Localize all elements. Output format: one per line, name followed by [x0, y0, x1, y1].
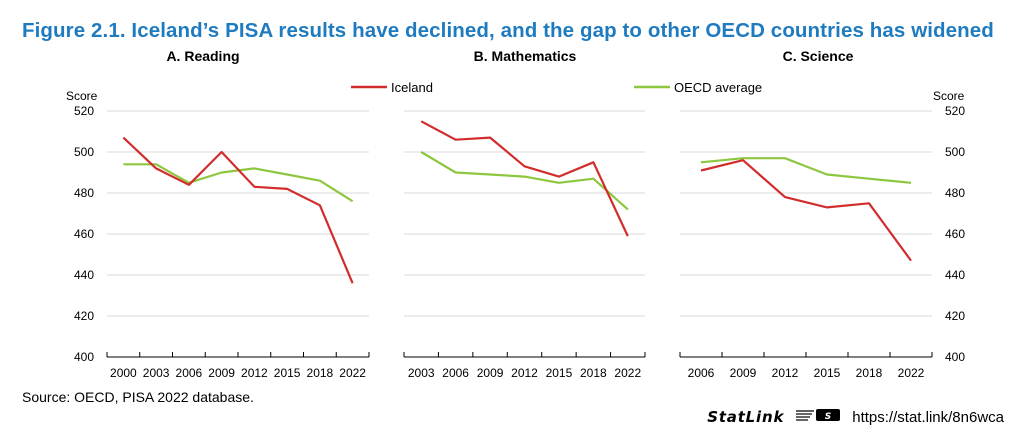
x-tick-label: 2006 [176, 366, 203, 380]
x-tick-label: 2012 [772, 366, 799, 380]
y-tick-label: 400 [74, 350, 94, 364]
statlink-brand: StatLink [707, 408, 785, 426]
y-axis-label: Score [66, 89, 98, 103]
y-tick-label: 520 [74, 104, 94, 118]
x-tick-label: 2015 [814, 366, 841, 380]
panel-title: C. Science [783, 48, 854, 64]
y-tick-label: 460 [74, 227, 94, 241]
series-line-oecd-average [420, 151, 629, 211]
svg-text:S: S [825, 412, 831, 422]
x-tick-label: 2006 [688, 366, 715, 380]
y-tick-label: 440 [945, 268, 965, 282]
x-tick-label: 2009 [208, 366, 235, 380]
statlink-url[interactable]: https://stat.link/8n6wca [852, 408, 1004, 426]
x-tick-label: 2009 [477, 366, 504, 380]
x-tick-label: 2009 [730, 366, 757, 380]
panel-title: B. Mathematics [474, 48, 577, 64]
statlink[interactable]: StatLink S https://stat.link/8n6wca [707, 408, 1004, 426]
y-tick-label: 480 [945, 186, 965, 200]
y-tick-label: 500 [945, 145, 965, 159]
x-tick-label: 2006 [442, 366, 469, 380]
y-tick-label: 420 [945, 309, 965, 323]
y-tick-label: 480 [74, 186, 94, 200]
x-tick-label: 2003 [143, 366, 170, 380]
x-tick-label: 2012 [511, 366, 538, 380]
x-tick-label: 2003 [408, 366, 435, 380]
x-tick-label: 2000 [110, 366, 137, 380]
figure-title: Figure 2.1. Iceland’s PISA results have … [22, 19, 994, 42]
y-axis-label: Score [933, 89, 965, 103]
y-tick-label: 420 [74, 309, 94, 323]
x-tick-label: 2018 [307, 366, 334, 380]
series-line-iceland [420, 120, 629, 237]
source-note: Source: OECD, PISA 2022 database. [22, 389, 254, 405]
y-tick-label: 500 [74, 145, 94, 159]
y-tick-label: 520 [945, 104, 965, 118]
series-line-iceland [700, 159, 912, 262]
y-tick-label: 460 [945, 227, 965, 241]
x-tick-label: 2018 [580, 366, 607, 380]
x-tick-label: 2018 [856, 366, 883, 380]
x-tick-label: 2022 [898, 366, 925, 380]
x-tick-label: 2022 [614, 366, 641, 380]
panel-title: A. Reading [166, 48, 239, 64]
x-tick-label: 2012 [241, 366, 268, 380]
x-tick-label: 2015 [274, 366, 301, 380]
series-line-iceland [122, 136, 354, 284]
x-tick-label: 2015 [546, 366, 573, 380]
statlink-logo-icon: S [794, 408, 842, 426]
y-tick-label: 440 [74, 268, 94, 282]
legend-label-iceland: Iceland [391, 80, 433, 95]
y-tick-label: 400 [945, 350, 965, 364]
x-tick-label: 2022 [339, 366, 366, 380]
series-line-oecd-average [700, 157, 912, 184]
legend-label-oecd-average: OECD average [674, 80, 762, 95]
